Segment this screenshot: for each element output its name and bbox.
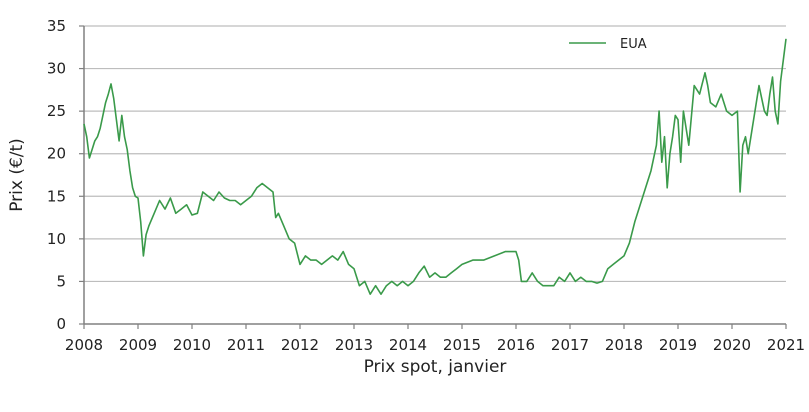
- y-tick-label: 15: [47, 187, 66, 205]
- x-tick-label: 2011: [227, 336, 265, 354]
- x-tick-label: 2020: [713, 336, 751, 354]
- x-tick-label: 2017: [551, 336, 589, 354]
- x-axis-ticks: 2008 2009 2010 2011 2012 2013 2014 2015 2016 2017…: [65, 324, 805, 354]
- x-tick-label: 2016: [497, 336, 535, 354]
- x-tick-label: 2014: [389, 336, 427, 354]
- x-axis-title: Prix spot, janvier: [364, 357, 507, 377]
- y-tick-label: 25: [47, 102, 66, 120]
- x-tick-label: 2010: [173, 336, 211, 354]
- x-tick-label: 2012: [281, 336, 319, 354]
- y-axis-ticks: 0 5 10 15 20 25 30 35: [47, 17, 84, 333]
- series-line-eua: [83, 38, 787, 296]
- y-tick-label: 5: [56, 272, 66, 290]
- x-tick-label: 2018: [605, 336, 643, 354]
- x-tick-label: 2019: [659, 336, 697, 354]
- data-series: [83, 38, 787, 296]
- y-tick-label: 30: [47, 60, 66, 78]
- y-tick-label: 35: [47, 17, 66, 35]
- x-tick-label: 2013: [335, 336, 373, 354]
- axes: [83, 26, 786, 325]
- x-tick-label: 2015: [443, 336, 481, 354]
- x-tick-label: 2008: [65, 336, 103, 354]
- y-tick-label: 20: [47, 145, 66, 163]
- legend-label-eua: EUA: [620, 37, 647, 52]
- y-tick-label: 0: [56, 315, 66, 333]
- legend: EUA: [569, 37, 647, 52]
- y-axis-title: Prix (€/t): [7, 138, 27, 212]
- x-tick-label: 2009: [119, 336, 157, 354]
- x-tick-label: 2021: [767, 336, 805, 354]
- y-tick-label: 10: [47, 230, 66, 248]
